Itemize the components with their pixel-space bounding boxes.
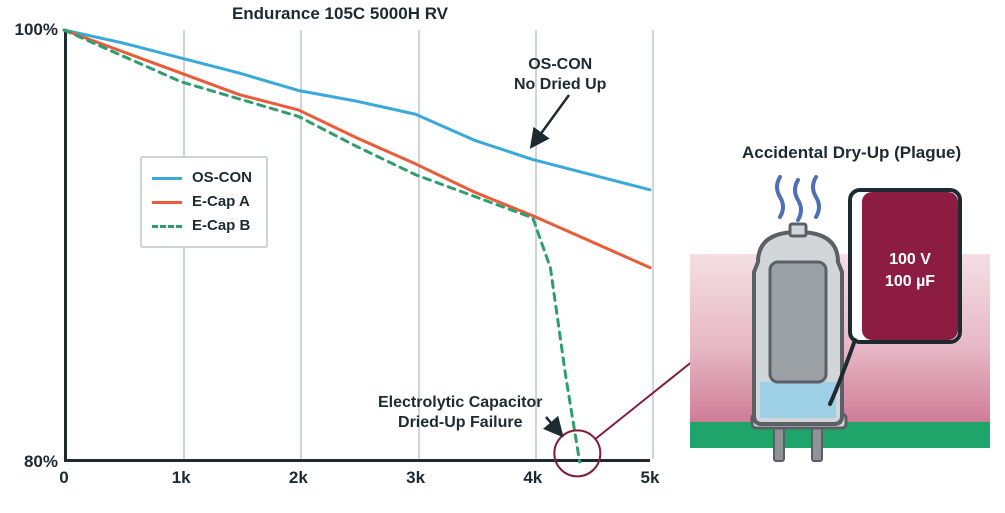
- annotation-ecap-failure: Electrolytic CapacitorDried-Up Failure: [378, 393, 543, 433]
- legend-swatch: [152, 225, 182, 228]
- legend-swatch: [152, 201, 182, 204]
- arrow-oscon: [533, 95, 569, 145]
- x-tick: 1k: [172, 468, 191, 488]
- legend-swatch: [152, 177, 182, 180]
- vapor-icon: [777, 177, 783, 217]
- capacitor-lead: [774, 427, 784, 461]
- x-tick: 0: [59, 468, 68, 488]
- vapor-icon: [813, 177, 819, 217]
- x-tick: 3k: [406, 468, 425, 488]
- x-tick: 4k: [523, 468, 542, 488]
- legend-item: E-Cap B: [152, 214, 252, 238]
- legend-item: E-Cap A: [152, 190, 252, 214]
- legend-item: OS-CON: [152, 166, 252, 190]
- legend-label: E-Cap B: [192, 214, 250, 238]
- endurance-chart: Endurance 105C 5000H RV 100% 80% 0 1k 2k 3k…: [10, 0, 670, 510]
- vapor-icon: [795, 180, 801, 220]
- capacitor-vent: [790, 224, 806, 236]
- legend-label: E-Cap A: [192, 190, 250, 214]
- infographic-title: Accidental Dry-Up (Plague): [742, 143, 961, 163]
- x-tick: 5k: [641, 468, 660, 488]
- legend-label: OS-CON: [192, 166, 252, 190]
- label-voltage: 100 V: [889, 251, 931, 268]
- capacitor: [752, 177, 846, 461]
- y-tick-100: 100%: [10, 20, 58, 40]
- y-tick-80: 80%: [10, 452, 58, 472]
- gridline: [652, 30, 654, 459]
- label-capacitance: 100 µF: [885, 273, 935, 290]
- capacitor-lead: [812, 427, 822, 461]
- legend: OS-CONE-Cap AE-Cap B: [140, 156, 268, 248]
- x-tick: 2k: [289, 468, 308, 488]
- capacitor-core: [770, 262, 826, 382]
- electrolyte-liquid: [760, 382, 836, 418]
- capacitor-infographic: 100 V 100 µF: [690, 172, 990, 462]
- annotation-oscon-no-dried: OS-CONNo Dried Up: [514, 55, 606, 95]
- chart-title: Endurance 105C 5000H RV: [10, 4, 670, 24]
- arrow-failure: [546, 417, 560, 434]
